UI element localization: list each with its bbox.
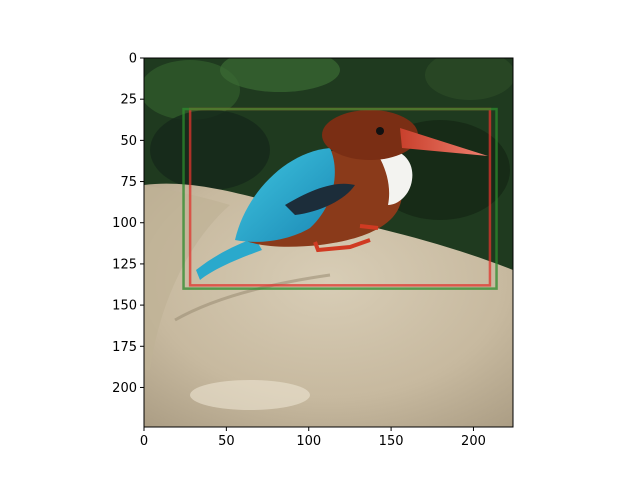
- y-axis-ticks: 0 25 50 75 100 125 150 175 200: [112, 52, 144, 396]
- x-axis-ticks: 0 50 100 150 200: [140, 427, 486, 449]
- y-tick-label: 75: [120, 175, 137, 190]
- bounding-boxes: [182, 107, 498, 290]
- rock: [144, 183, 513, 427]
- x-tick-label: 50: [218, 434, 235, 449]
- y-tick-label: 175: [112, 340, 137, 355]
- x-tick-label: 100: [296, 434, 321, 449]
- kingfisher-beak: [400, 128, 488, 156]
- kingfisher: [196, 110, 488, 280]
- axes-frame: [143, 57, 514, 428]
- green-box: [182, 107, 498, 290]
- y-tick-label: 200: [112, 381, 137, 396]
- y-tick-label: 0: [129, 52, 137, 67]
- kingfisher-wing: [235, 148, 335, 242]
- y-tick-label: 150: [112, 299, 137, 314]
- x-tick-label: 200: [461, 434, 486, 449]
- x-tick-label: 150: [379, 434, 404, 449]
- photo: [144, 58, 513, 427]
- y-tick-label: 50: [120, 134, 137, 149]
- x-tick-label: 0: [140, 434, 148, 449]
- kingfisher-head: [322, 110, 418, 160]
- y-tick-label: 100: [112, 216, 137, 231]
- y-tick-label: 125: [112, 257, 137, 272]
- y-tick-label: 25: [120, 93, 137, 108]
